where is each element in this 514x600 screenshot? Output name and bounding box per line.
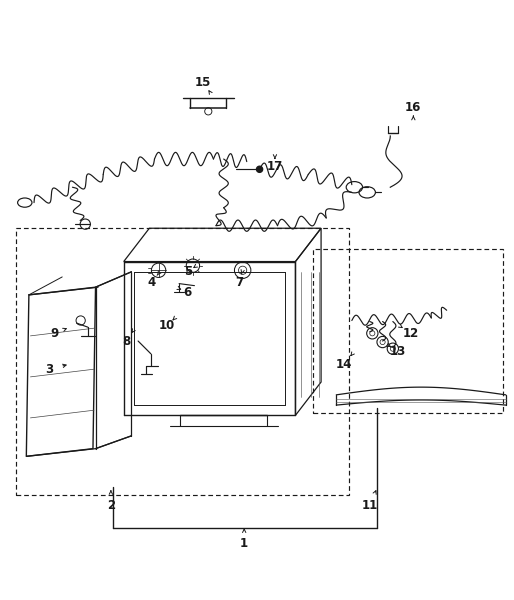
Bar xyxy=(314,249,503,413)
Text: 6: 6 xyxy=(183,286,192,299)
Bar xyxy=(16,228,350,495)
Text: 15: 15 xyxy=(195,76,211,89)
Text: 10: 10 xyxy=(159,319,175,332)
Text: 5: 5 xyxy=(183,265,192,278)
Text: 3: 3 xyxy=(45,363,53,376)
Text: 11: 11 xyxy=(362,499,378,512)
Text: 2: 2 xyxy=(107,499,115,512)
Text: 7: 7 xyxy=(235,275,243,289)
Text: 8: 8 xyxy=(122,335,131,347)
Text: 4: 4 xyxy=(148,275,156,289)
Text: 13: 13 xyxy=(390,345,406,358)
Text: 12: 12 xyxy=(402,327,419,340)
Text: 1: 1 xyxy=(240,537,248,550)
Text: 9: 9 xyxy=(50,327,59,340)
Circle shape xyxy=(256,166,263,172)
Text: 17: 17 xyxy=(267,160,283,173)
Text: 16: 16 xyxy=(405,101,421,114)
Text: 14: 14 xyxy=(336,358,352,371)
